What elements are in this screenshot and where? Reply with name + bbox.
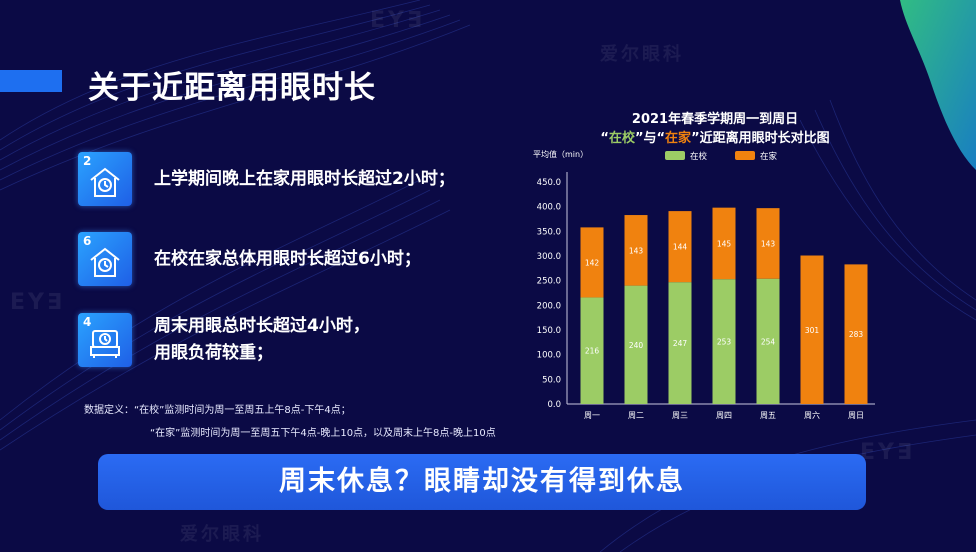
bar-school xyxy=(580,297,604,404)
bar-school xyxy=(624,285,648,404)
legend-swatch xyxy=(665,151,685,160)
data-definition-note: 数据定义：“在校”监测时间为周一至周五上午8点-下午4点； xyxy=(84,405,351,416)
point-text: 周末用眼总时长超过4小时， xyxy=(154,316,370,336)
chart-plot: 平均值（min） 0.0 50.0 100.0 150.0 200.0 250.0 300.0… xyxy=(533,149,875,420)
chart-subtitle-part: ”与“ xyxy=(634,131,666,146)
legend-label: 在家 xyxy=(760,151,778,162)
watermark: EY∃ xyxy=(860,440,915,465)
y-tick-label: 300.0 xyxy=(537,252,561,262)
y-tick-label: 350.0 xyxy=(537,227,561,237)
legend-swatch xyxy=(735,151,755,160)
data-definition-note: “在家”监测时间为周一至周五下午4点-晚上10点，以及周末上午8点-晚上10点 xyxy=(150,428,496,439)
watermark: EY∃ xyxy=(10,290,65,315)
x-tick-label: 周四 xyxy=(716,411,732,420)
data-label: 143 xyxy=(629,246,644,255)
x-tick-label: 周一 xyxy=(584,411,600,420)
y-axis-label: 平均值（min） xyxy=(533,149,588,159)
point-item: 2 上学期间晚上在家用眼时长超过2小时； xyxy=(78,152,455,206)
title-accent-bar xyxy=(0,70,62,92)
bar-home xyxy=(668,211,692,283)
bar-home xyxy=(624,215,648,286)
legend-label: 在校 xyxy=(690,151,708,162)
badge-number: 6 xyxy=(83,234,92,248)
data-label: 240 xyxy=(629,341,644,350)
bar-school xyxy=(712,279,736,404)
chart-subtitle-school: 在校 xyxy=(608,131,635,146)
chart-title: 2021年春季学期周一到周日 xyxy=(631,112,799,127)
watermark: EY∃ xyxy=(370,8,425,33)
bar-home xyxy=(580,227,604,298)
y-tick-label: 50.0 xyxy=(542,375,561,385)
y-tick-label: 200.0 xyxy=(537,301,561,311)
x-tick-label: 周日 xyxy=(848,411,864,420)
page-title: 关于近距离用眼时长 xyxy=(88,70,376,106)
watermark: 爱尔眼科 xyxy=(180,524,264,545)
x-tick-label: 周二 xyxy=(628,411,644,420)
data-label: 216 xyxy=(585,347,600,356)
watermark: 爱尔眼科 xyxy=(600,44,684,65)
chart-subtitle: “在校”与“在家”近距离用眼时长对比图 xyxy=(525,127,905,146)
data-label: 144 xyxy=(673,243,688,252)
data-label: 142 xyxy=(585,258,600,267)
bar-home xyxy=(712,207,736,280)
data-label: 143 xyxy=(761,239,776,248)
point-text: 在校在家总体用眼时长超过6小时； xyxy=(154,248,421,269)
conclusion-banner: 周末休息？眼睛却没有得到休息 xyxy=(98,454,866,510)
clock-sofa-icon: 4 xyxy=(78,313,132,367)
y-tick-label: 250.0 xyxy=(537,277,561,287)
bar-school xyxy=(756,278,780,404)
data-label: 283 xyxy=(849,330,864,339)
point-item: 6 在校在家总体用眼时长超过6小时； xyxy=(78,232,421,286)
y-tick-label: 150.0 xyxy=(537,326,561,336)
chart: 2021年春季学期周一到周日 “在校”与“在家”近距离用眼时长对比图 平均值（m… xyxy=(525,100,925,440)
badge-number: 4 xyxy=(83,315,92,329)
data-label: 301 xyxy=(805,326,820,335)
data-label: 254 xyxy=(761,337,776,346)
x-tick-label: 周六 xyxy=(804,410,820,420)
y-tick-label: 450.0 xyxy=(537,178,561,188)
point-text: 上学期间晚上在家用眼时长超过2小时； xyxy=(154,168,455,189)
data-label: 145 xyxy=(717,239,732,248)
y-tick-label: 400.0 xyxy=(537,203,561,213)
badge-number: 2 xyxy=(83,154,92,168)
y-tick-label: 0.0 xyxy=(547,400,561,410)
x-tick-label: 周五 xyxy=(760,411,776,420)
chart-subtitle-part: ”近距离用眼时长对比图 xyxy=(691,131,830,146)
point-item: 4 周末用眼总时长超过4小时， 用眼负荷较重； xyxy=(78,313,370,367)
chart-subtitle-home: 在家 xyxy=(665,131,692,146)
x-tick-label: 周三 xyxy=(672,411,688,420)
bar-home xyxy=(844,264,868,404)
clock-house-icon: 2 xyxy=(78,152,132,206)
bar-home xyxy=(756,208,780,279)
data-label: 247 xyxy=(673,339,688,348)
chart-subtitle-part: “ xyxy=(600,131,609,146)
clock-house-icon: 6 xyxy=(78,232,132,286)
point-text: 用眼负荷较重； xyxy=(154,343,273,363)
bar-home xyxy=(800,255,824,404)
data-label: 253 xyxy=(717,338,732,347)
bar-school xyxy=(668,282,692,404)
y-tick-label: 100.0 xyxy=(537,351,561,361)
